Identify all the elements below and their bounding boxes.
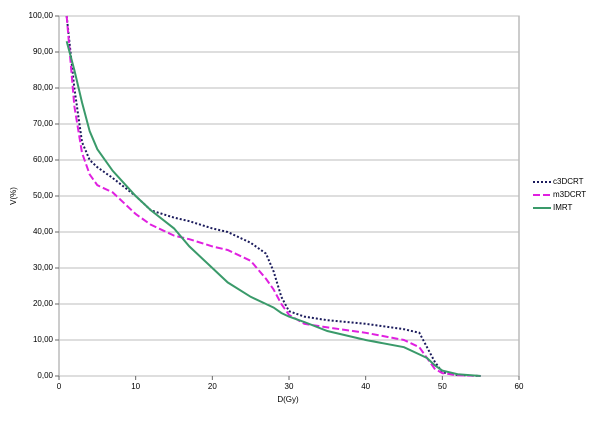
y-tick-label: 0,00	[37, 371, 53, 380]
y-tick-label: 90,00	[33, 47, 54, 56]
y-tick-label: 70,00	[33, 119, 54, 128]
x-tick-label: 60	[515, 382, 524, 391]
x-tick-label: 50	[438, 382, 447, 391]
y-tick-label: 80,00	[33, 83, 54, 92]
y-tick-label: 30,00	[33, 263, 54, 272]
x-axis-label: D(Gy)	[277, 395, 299, 404]
x-tick-label: 20	[208, 382, 217, 391]
y-tick-label: 100,00	[29, 11, 54, 20]
legend-label: IMRT	[553, 203, 573, 212]
series-line	[65, 15, 481, 377]
series-line	[65, 40, 481, 377]
y-tick-label: 60,00	[33, 155, 54, 164]
y-tick-label: 20,00	[33, 299, 54, 308]
x-tick-label: 0	[57, 382, 62, 391]
y-tick-label: 50,00	[33, 191, 54, 200]
x-tick-label: 40	[361, 382, 370, 391]
series-line	[65, 15, 481, 377]
y-tick-label: 40,00	[33, 227, 54, 236]
y-axis-label: V(%)	[9, 187, 18, 205]
legend-label: c3DCRT	[553, 177, 584, 186]
legend-label: m3DCRT	[553, 190, 586, 199]
x-tick-label: 30	[285, 382, 294, 391]
y-tick-label: 10,00	[33, 335, 54, 344]
x-tick-label: 10	[131, 382, 140, 391]
